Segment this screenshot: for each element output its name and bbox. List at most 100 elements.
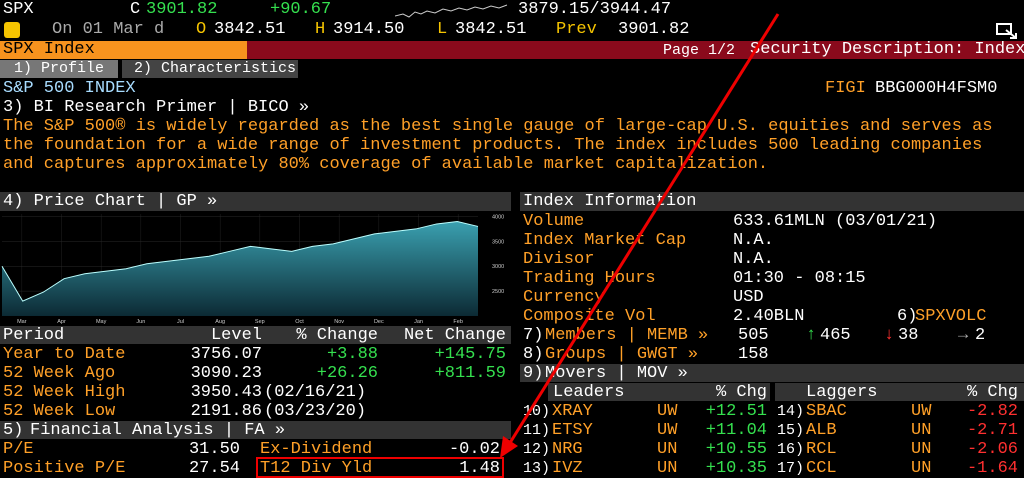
ticker: XRAY [552, 402, 593, 421]
row-label: Composite Vol [523, 307, 656, 326]
row-label: Positive P/E [3, 459, 126, 478]
page: Page 1/2 [663, 42, 736, 59]
link: 3) BI Research Primer | BICO » [3, 98, 310, 117]
num: 17) [777, 460, 805, 477]
exchange: UW [911, 402, 932, 421]
tab-profile[interactable] [0, 60, 118, 78]
pct-change: +26.26 [316, 364, 378, 383]
exchange: UN [911, 440, 932, 459]
low: 3842.51 [455, 20, 527, 39]
date: (02/16/21) [264, 383, 367, 402]
num: 11) [523, 422, 551, 439]
label: FIGI [825, 79, 866, 98]
x-tick-label: Jan [414, 319, 423, 325]
arrow-icon: → [958, 326, 969, 345]
value: 1.48 [459, 459, 500, 478]
row-label: Index Market Cap [523, 231, 687, 250]
exchange: UN [657, 440, 678, 459]
level: 3090.23 [190, 364, 262, 383]
section-title: Financial Analysis | FA » [30, 421, 286, 440]
row-label: 52 Week Low [3, 402, 116, 421]
column-header: % Change [296, 326, 378, 345]
column-header: Net Change [403, 326, 506, 345]
num: 9) [523, 364, 544, 383]
x-tick-label: Nov [334, 319, 344, 325]
value: 633.61MLN (03/01/21) [733, 212, 938, 231]
level: 3756.07 [190, 345, 262, 364]
pct-change: -1.64 [966, 459, 1018, 478]
row-label: Divisor [523, 250, 595, 269]
num: 7) [523, 326, 544, 345]
pct-change: -2.06 [966, 440, 1018, 459]
value: 158 [738, 345, 769, 364]
ticker: CCL [806, 459, 837, 478]
value: 2.40BLN [733, 307, 805, 326]
exchange: UN [911, 459, 932, 478]
ticker: IVZ [552, 459, 583, 478]
link: Groups | GWGT » [545, 345, 699, 364]
value: 27.54 [188, 459, 240, 478]
value: N.A. [733, 231, 774, 250]
value: 31.50 [188, 440, 240, 459]
exchange: UW [657, 421, 678, 440]
ticker: ALB [806, 421, 837, 440]
pct-change: -2.82 [966, 402, 1018, 421]
label: Prev [556, 20, 597, 39]
column-header: % Chg [966, 383, 1018, 402]
x-tick-label: Aug [215, 319, 225, 325]
num: 16) [777, 441, 805, 458]
sparkline [395, 4, 508, 18]
ticker: NRG [552, 440, 583, 459]
row-label: Volume [523, 212, 585, 231]
value: 38 [898, 326, 919, 345]
y-tick-label: 2500 [492, 289, 504, 295]
y-tick-label: 3000 [492, 264, 504, 270]
x-tick-label: Sep [255, 319, 265, 325]
y-tick-label: 4000 [492, 214, 504, 220]
ticker: ETSY [552, 421, 593, 440]
figi: BBG000H4FSM0 [875, 79, 998, 98]
section-header [0, 192, 511, 211]
link: SPXVOLC [915, 307, 987, 326]
column-header: % Chg [715, 383, 767, 402]
section-title: Movers | MOV » [545, 364, 688, 383]
value: USD [733, 288, 764, 307]
section-title: 4) Price Chart | GP » [3, 192, 218, 211]
row-label: 52 Week High [3, 383, 126, 402]
date: (03/23/20) [264, 402, 367, 421]
ticker: SPX [3, 0, 34, 19]
level: 2191.86 [190, 402, 262, 421]
tab-label: 1) Profile [14, 60, 105, 77]
num: 8) [523, 345, 544, 364]
value: N.A. [733, 250, 774, 269]
value: 01:30 - 08:15 [733, 269, 866, 288]
alert-icon[interactable] [4, 22, 20, 38]
last-price: 3901.82 [146, 0, 218, 19]
x-tick-label: Dec [374, 319, 384, 325]
exchange: UW [657, 402, 678, 421]
exchange: UN [657, 459, 678, 478]
description: Security Description: Index [750, 40, 1024, 59]
column-header: Period [3, 326, 65, 345]
x-tick-label: Jun [136, 319, 145, 325]
high: 3914.50 [333, 20, 405, 39]
price-chart: MarAprMayJunJulAugSepOctNovDecJanFeb2020… [1, 214, 504, 325]
column-header: Leaders [553, 383, 625, 402]
value: 505 [738, 326, 769, 345]
x-tick-label: Apr [57, 319, 66, 325]
num: 15) [777, 422, 805, 439]
tab-characteristics[interactable] [122, 60, 298, 78]
x-tick-label: May [96, 319, 107, 325]
price-area [2, 221, 478, 316]
menu-icon[interactable] [996, 22, 1018, 40]
num: 13) [523, 460, 551, 477]
num: 10) [523, 403, 551, 420]
tab-label: 2) Characteristics [134, 60, 297, 77]
arrow-icon: ↓ [884, 326, 895, 345]
pct-change: +12.51 [705, 402, 767, 421]
column-header: Laggers [806, 383, 878, 402]
row-label: Trading Hours [523, 269, 656, 288]
x-tick-label: Mar [17, 319, 27, 325]
row-label: Currency [523, 288, 605, 307]
